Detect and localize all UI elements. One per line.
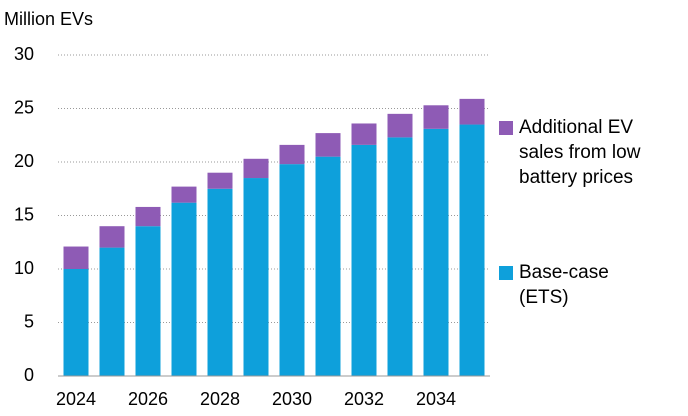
- bar-segment: [279, 164, 305, 376]
- bar-segment: [171, 202, 197, 376]
- bar-segment: [279, 144, 305, 165]
- y-tick-label: 0: [24, 365, 34, 385]
- x-tick-label: 2032: [344, 389, 384, 409]
- y-tick-label: 25: [14, 97, 34, 117]
- bar-segment: [387, 113, 413, 138]
- bar-segment: [459, 98, 485, 125]
- bar-segment: [423, 128, 449, 376]
- legend-label: Base-case (ETS): [519, 262, 609, 308]
- bar-segment: [171, 186, 197, 203]
- bar-segment: [99, 226, 125, 248]
- bar-segment: [99, 247, 125, 376]
- bar-segment: [63, 269, 89, 376]
- y-tick-label: 30: [14, 44, 34, 64]
- x-tick-label: 2024: [56, 389, 96, 409]
- y-tick-label: 15: [14, 204, 34, 224]
- y-tick-label: 5: [24, 311, 34, 331]
- x-tick-label: 2026: [128, 389, 168, 409]
- legend-swatch: [499, 266, 513, 280]
- bar-segment: [243, 158, 269, 179]
- bar-segment: [207, 172, 233, 189]
- bar-segment: [315, 133, 341, 157]
- bar-segment: [387, 137, 413, 376]
- bar-segment: [135, 206, 161, 227]
- x-tick-label: 2030: [272, 389, 312, 409]
- bar-segment: [207, 188, 233, 376]
- y-axis-label: Million EVs: [4, 9, 93, 29]
- bar-segment: [459, 124, 485, 376]
- bar-segment: [351, 144, 377, 376]
- x-tick-label: 2034: [416, 389, 456, 409]
- bar-segment: [423, 105, 449, 129]
- x-tick-label: 2028: [200, 389, 240, 409]
- legend-swatch: [499, 121, 513, 135]
- bar-segment: [63, 246, 89, 269]
- bar-segment: [243, 178, 269, 376]
- y-tick-label: 10: [14, 258, 34, 278]
- bar-segment: [135, 226, 161, 376]
- legend-label: Additional EV sales from low battery pri…: [519, 117, 641, 188]
- bar-segment: [351, 123, 377, 145]
- y-tick-label: 20: [14, 151, 34, 171]
- bar-segment: [315, 156, 341, 376]
